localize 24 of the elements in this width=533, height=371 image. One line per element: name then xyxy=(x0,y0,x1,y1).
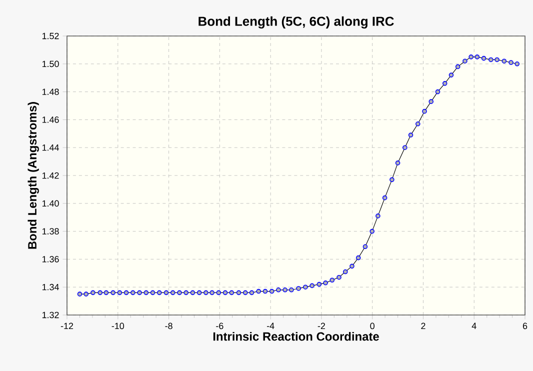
x-tick-label: -8 xyxy=(165,322,172,330)
y-tick-label: 1.46 xyxy=(42,116,59,123)
y-tick-label: 1.52 xyxy=(42,32,59,40)
x-tick-label: 2 xyxy=(421,322,426,330)
y-tick-label: 1.38 xyxy=(42,228,59,234)
y-tick-label: 1.42 xyxy=(42,172,59,179)
x-tick-label: 4 xyxy=(472,322,476,329)
y-tick-label: 1.50 xyxy=(42,60,59,68)
y-tick-label: 1.36 xyxy=(42,256,59,262)
x-tick-label: -6 xyxy=(216,322,224,330)
chart-title: Bond Length (5C, 6C) along IRC xyxy=(198,16,394,29)
y-tick-label: 1.40 xyxy=(42,200,59,207)
x-tick-label: -2 xyxy=(318,322,325,330)
y-tick-label: 1.44 xyxy=(42,144,59,151)
x-axis-title: Intrinsic Reaction Coordinate xyxy=(213,332,379,341)
x-tick-label: -4 xyxy=(266,322,274,329)
y-tick-label: 1.32 xyxy=(42,312,59,318)
x-tick-label: -10 xyxy=(112,322,124,330)
x-tick-label: 6 xyxy=(522,322,528,330)
x-tick-label: -12 xyxy=(60,322,74,330)
y-tick-label: 1.34 xyxy=(42,284,59,290)
y-tick-label: 1.48 xyxy=(42,88,59,95)
x-tick-label: 0 xyxy=(370,322,374,330)
y-axis-title: Bond Length (Angstroms) xyxy=(28,102,39,249)
